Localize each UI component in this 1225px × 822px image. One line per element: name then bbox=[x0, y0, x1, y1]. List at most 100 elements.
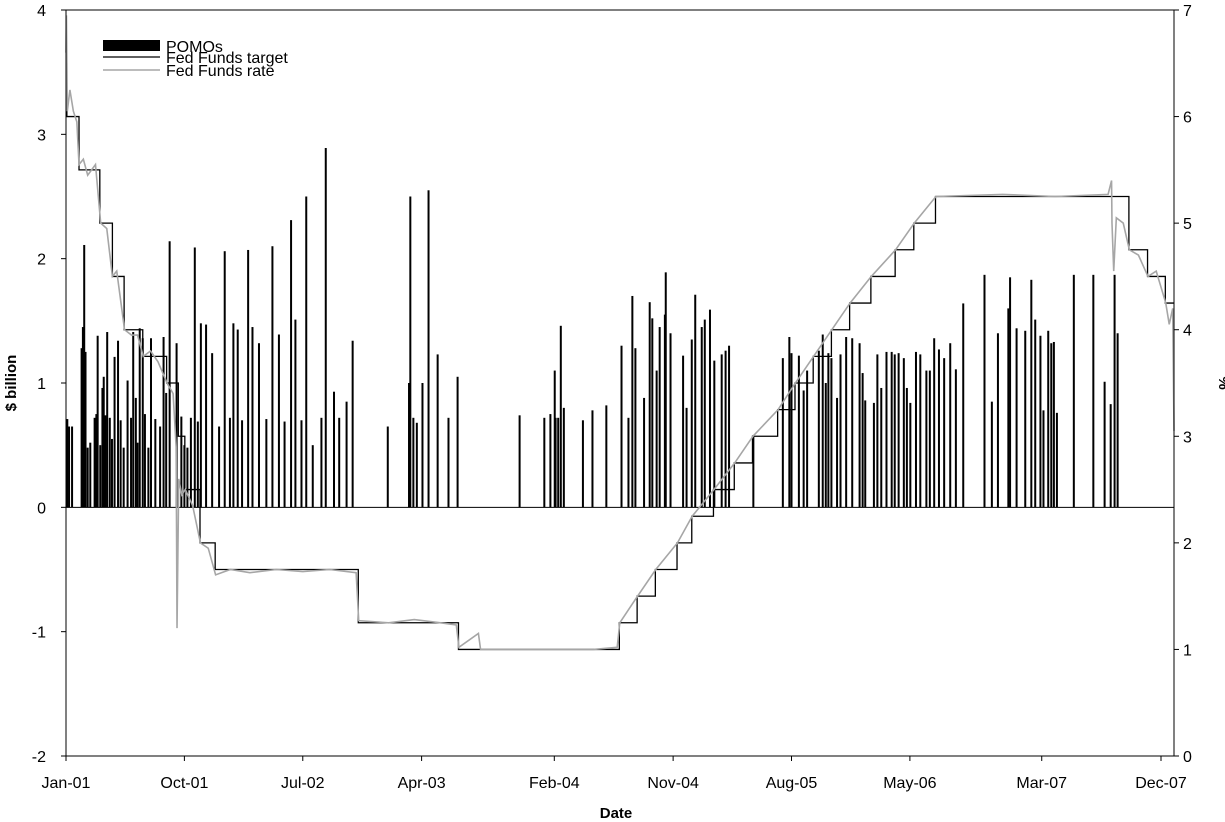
pomo-bar bbox=[241, 420, 244, 508]
pomo-bar bbox=[720, 354, 723, 508]
pomo-bar bbox=[919, 354, 922, 508]
pomo-bar bbox=[817, 350, 820, 508]
pomo-bar bbox=[880, 387, 883, 508]
pomo-bar bbox=[1103, 381, 1106, 508]
right-tick-label: 0 bbox=[1183, 749, 1192, 766]
pomo-bar bbox=[905, 387, 908, 508]
pomo-bar bbox=[80, 348, 83, 508]
pomo-bar bbox=[162, 336, 165, 508]
pomo-bar bbox=[651, 318, 654, 508]
right-y-axis: 0 1 2 3 4 5 6 7 bbox=[1174, 3, 1192, 766]
pomo-bar bbox=[180, 416, 183, 508]
pomo-bar bbox=[408, 383, 411, 508]
left-tick-label: 3 bbox=[37, 127, 46, 144]
pomo-bar bbox=[110, 438, 113, 508]
pomo-bar bbox=[925, 370, 928, 508]
pomo-bar bbox=[345, 401, 348, 508]
pomo-bar bbox=[694, 294, 697, 508]
pomo-bar bbox=[605, 405, 608, 508]
pomo-bar bbox=[1030, 279, 1033, 508]
x-tick-label: Aug-05 bbox=[766, 775, 818, 792]
pomo-bar bbox=[949, 343, 952, 508]
pomo-bar bbox=[827, 353, 830, 508]
pomo-bar bbox=[96, 335, 99, 508]
pomo-bar bbox=[830, 358, 833, 508]
pomo-bar bbox=[101, 387, 104, 508]
pomo-bar bbox=[251, 327, 254, 508]
pomo-bar bbox=[271, 246, 274, 508]
pomo-bar bbox=[412, 417, 415, 508]
pomo-bar bbox=[1007, 308, 1010, 508]
pomo-bar bbox=[858, 343, 861, 508]
x-tick-label: Dec-07 bbox=[1135, 775, 1187, 792]
pomo-bar bbox=[700, 327, 703, 508]
pomo-bar bbox=[102, 376, 105, 508]
pomo-bar bbox=[154, 419, 157, 508]
pomo-bar bbox=[933, 338, 936, 508]
pomo-bar bbox=[132, 332, 135, 508]
pomo-bar bbox=[861, 373, 864, 508]
pomo-bar bbox=[713, 360, 716, 508]
pomo-bar bbox=[1116, 333, 1119, 508]
pomo-bar bbox=[311, 445, 314, 508]
pomo-bar bbox=[1034, 319, 1037, 508]
x-tick-label: Oct-01 bbox=[160, 775, 208, 792]
pomo-bar bbox=[228, 417, 231, 508]
legend-label-pomos: POMOs bbox=[166, 39, 223, 56]
pomo-bar bbox=[581, 420, 584, 508]
x-axis-title: Date bbox=[600, 805, 633, 822]
pomo-bar bbox=[658, 327, 661, 508]
pomo-bar bbox=[627, 417, 630, 508]
pomo-bar bbox=[138, 328, 141, 508]
x-tick-label: Feb-04 bbox=[529, 775, 580, 792]
plot-area bbox=[65, 9, 1175, 757]
pomo-bar bbox=[247, 249, 250, 508]
pomo-bar bbox=[897, 353, 900, 508]
pomo-bar bbox=[1015, 328, 1018, 508]
pomo-bar bbox=[752, 435, 755, 508]
pomo-bar bbox=[631, 295, 634, 508]
legend-label-target: Fed Funds target bbox=[166, 50, 288, 67]
pomo-bar bbox=[186, 447, 189, 508]
pomo-bar bbox=[168, 241, 171, 508]
right-tick-label: 4 bbox=[1183, 323, 1192, 340]
pomo-bar bbox=[797, 355, 800, 508]
pomo-bar bbox=[554, 417, 557, 508]
pomo-bar bbox=[232, 323, 235, 508]
pomo-bar bbox=[1009, 277, 1012, 508]
pomo-bar bbox=[196, 421, 199, 508]
pomo-bar bbox=[193, 247, 196, 508]
legend-swatch-pomos bbox=[103, 40, 160, 51]
pomo-bar bbox=[205, 324, 208, 508]
pomo-bar bbox=[1052, 341, 1055, 508]
left-tick-label: 4 bbox=[37, 3, 46, 20]
pomo-bar bbox=[122, 447, 125, 508]
pomo-bar bbox=[928, 370, 931, 508]
legend-label-rate: Fed Funds rate bbox=[166, 63, 275, 80]
x-axis: Jan-01 Oct-01 Jul-02 Apr-03 Feb-04 Nov-04 Aug-… bbox=[42, 756, 1187, 792]
pomo-bar bbox=[427, 190, 430, 508]
pomo-bar bbox=[149, 338, 152, 508]
pomo-bar bbox=[211, 353, 214, 508]
left-axis-title: $ billion bbox=[3, 355, 20, 412]
pomo-bar bbox=[902, 358, 905, 508]
left-tick-label: -1 bbox=[32, 625, 46, 642]
pomo-bar bbox=[648, 302, 651, 508]
pomo-bar bbox=[839, 354, 842, 508]
pomo-bar bbox=[996, 333, 999, 508]
pomo-bar bbox=[876, 354, 879, 508]
pomo-bar bbox=[549, 414, 552, 508]
fed-funds-rate-line bbox=[65, 15, 1175, 651]
pomo-bar bbox=[1024, 330, 1027, 508]
pomo-bars bbox=[66, 148, 1119, 508]
pomo-bar bbox=[890, 351, 893, 508]
pomo-bar bbox=[324, 148, 327, 508]
pomo-bar bbox=[290, 220, 293, 508]
pomo-bar bbox=[821, 334, 824, 508]
pomo-bar bbox=[99, 445, 102, 508]
pomo-bar bbox=[543, 417, 546, 508]
x-tick-label: Apr-03 bbox=[398, 775, 446, 792]
pomo-bar bbox=[1072, 274, 1075, 508]
pomo-bar bbox=[728, 345, 731, 508]
pomo-bar bbox=[562, 407, 565, 508]
